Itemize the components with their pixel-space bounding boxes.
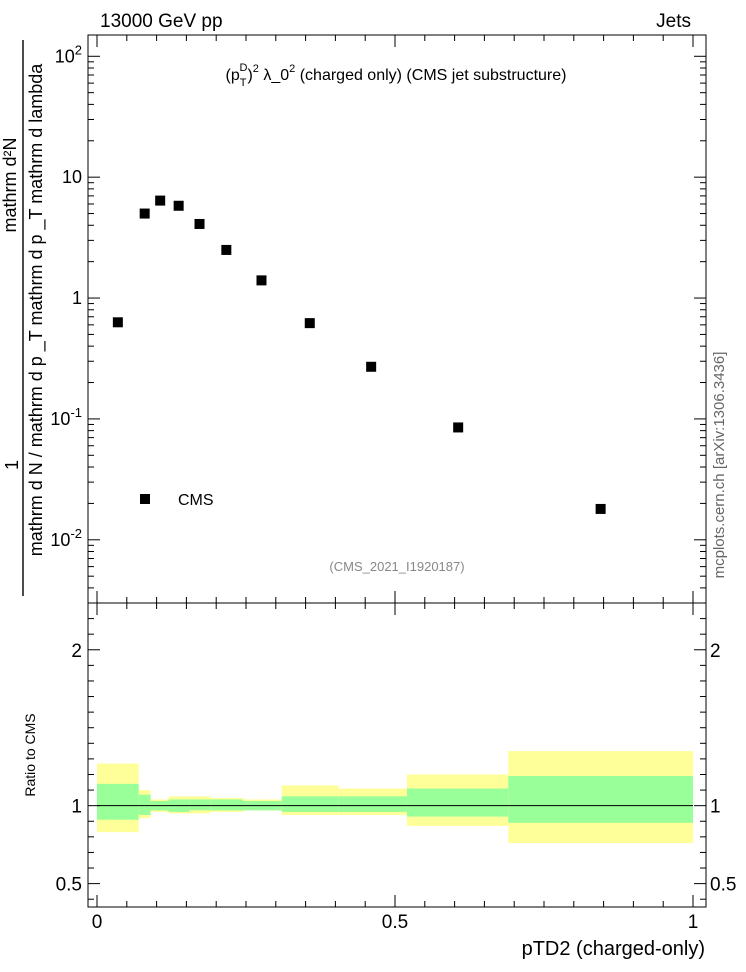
main-title: (pTD)2 λ_02 (charged only) (CMS jet subs…	[226, 62, 567, 89]
analysis-tag: (CMS_2021_I1920187)	[329, 559, 464, 574]
data-point	[155, 195, 166, 206]
y-axis-label-one: 1	[2, 460, 22, 470]
main-y-tick-label: 1	[72, 288, 82, 308]
main-y-tick-label: 10-2	[50, 526, 82, 550]
ratio-y-axis: 0.5 0.5 1 1 2 2	[56, 618, 736, 900]
x-axis: 0 0.5 1	[92, 603, 699, 933]
data-point	[139, 208, 150, 219]
ratio-y-tick-label-right: 2	[710, 641, 721, 662]
x-axis-label: pTD2 (charged-only)	[522, 938, 705, 960]
ratio-band-inner	[138, 794, 151, 816]
y-axis-label: 1 mathrm d N / mathrm d p _T mathrm d p …	[0, 40, 47, 596]
ratio-y-tick-label-right: 1	[710, 797, 721, 818]
x-tick-label: 1	[688, 912, 699, 933]
ratio-band-inner	[189, 799, 211, 811]
ratio-y-tick-label: 0.5	[56, 875, 82, 896]
ratio-y-tick-label: 1	[71, 797, 82, 818]
ratio-uncertainty-bands	[97, 751, 693, 844]
data-point	[112, 317, 123, 328]
data-point	[453, 422, 464, 433]
data-point	[194, 218, 205, 229]
y-axis-label-numerator: mathrm d²N	[0, 137, 20, 232]
y-axis-label-denominator: mathrm d N / mathrm d p _T mathrm d p _T…	[26, 63, 47, 556]
legend-label: CMS	[178, 492, 214, 509]
main-y-tick-label: 10-1	[50, 405, 82, 429]
ratio-plot-frame-border	[87, 602, 707, 908]
cms-data-points	[112, 195, 606, 514]
mcplots-side-label: mcplots.cern.ch [arXiv:1306.3436]	[711, 352, 728, 579]
main-y-tick-label: 10	[62, 167, 82, 187]
x-tick-label: 0	[92, 912, 103, 933]
data-point	[366, 361, 377, 372]
x-tick-label: 0.5	[382, 912, 408, 933]
main-x-axis-ticks	[96, 35, 694, 603]
data-point	[173, 200, 184, 211]
header-energy-label: 13000 GeV pp	[100, 11, 223, 32]
ratio-band-inner	[210, 799, 244, 811]
ratio-band-inner	[406, 788, 509, 817]
data-point	[304, 318, 315, 329]
ratio-band-inner	[508, 776, 693, 823]
ratio-band-inner	[338, 796, 407, 812]
ratio-y-tick-label-right: 0.5	[710, 875, 736, 896]
ratio-band-inner	[281, 796, 339, 812]
main-y-tick-label: 102	[55, 42, 82, 66]
main-plot-frame	[87, 34, 707, 604]
data-point	[221, 244, 232, 255]
header-jets-label: Jets	[656, 11, 691, 32]
data-point	[256, 275, 267, 286]
ratio-y-tick-label: 2	[71, 641, 82, 662]
ratio-y-axis-label: Ratio to CMS	[22, 713, 38, 796]
data-point	[595, 503, 606, 514]
main-y-axis: 10-2 10-1 1 10 102	[50, 42, 706, 604]
legend-marker	[140, 494, 150, 504]
ratio-band-inner	[97, 783, 139, 820]
